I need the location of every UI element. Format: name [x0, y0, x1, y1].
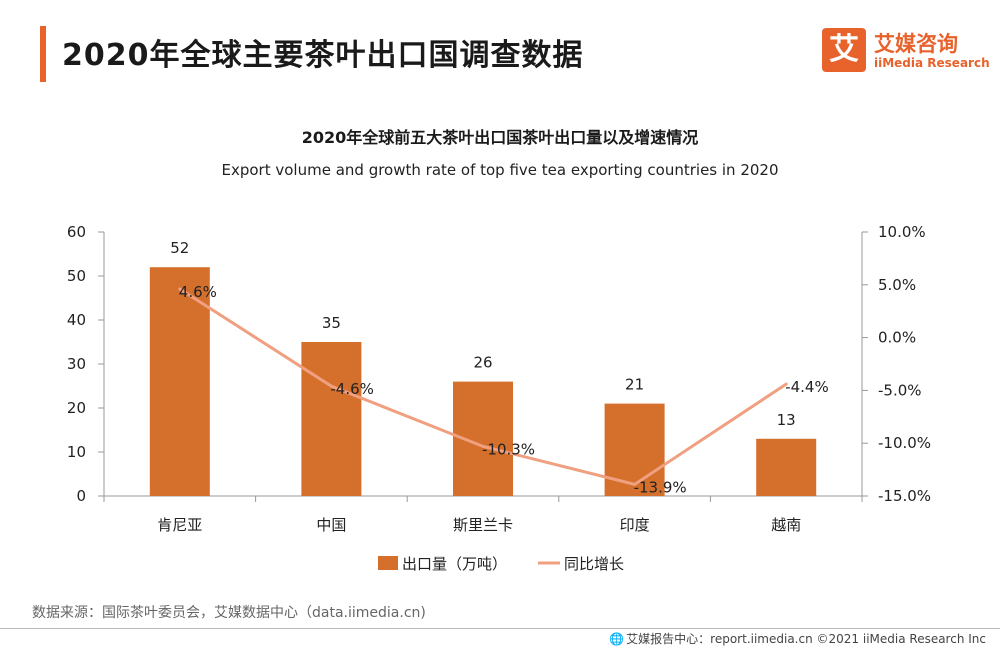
footer-divider	[0, 628, 1000, 629]
footer-credits: 🌐 艾媒报告中心：report.iimedia.cn ©2021 iiMedia …	[609, 630, 986, 647]
chart-title: 2020年全球前五大茶叶出口国茶叶出口量以及增速情况	[301, 128, 699, 147]
bar-export-volume	[756, 438, 817, 496]
legend-label-growth-rate: 同比增长	[564, 555, 624, 573]
growth-rate-point	[481, 444, 485, 448]
y-right-tick-label: 10.0%	[878, 223, 926, 241]
bar-value-label: 13	[777, 411, 796, 429]
bar-value-label: 35	[322, 314, 341, 332]
y-left-tick-label: 0	[76, 487, 86, 505]
y-left-tick-label: 40	[67, 311, 86, 329]
bar-value-label: 52	[170, 239, 189, 257]
logo-mark: 艾	[822, 28, 866, 72]
x-category-label: 肯尼亚	[157, 516, 202, 534]
y-left-tick-label: 30	[67, 355, 86, 373]
legend-swatch-export-volume	[378, 556, 398, 570]
y-right-tick-label: -15.0%	[878, 487, 931, 505]
growth-rate-point	[633, 482, 637, 486]
bar-export-volume	[149, 267, 210, 496]
page-title: 2020年全球主要茶叶出口国调查数据	[62, 38, 584, 73]
growth-rate-point	[178, 287, 182, 291]
growth-rate-point	[784, 382, 788, 386]
growth-rate-point	[329, 384, 333, 388]
combo-chart: 0 10 20 30 40 50 60 -15.0% -10.0% -5.0% 0.0% 5.0% 10…	[67, 223, 931, 573]
y-left-tick-label: 60	[67, 223, 86, 241]
footer-report-text: 艾媒报告中心：report.iimedia.cn ©2021 iiMedia R…	[626, 632, 986, 646]
logo-text-cn: 艾媒咨询	[874, 32, 958, 56]
x-category-label: 印度	[620, 516, 650, 534]
y-right-tick-label: 0.0%	[878, 329, 916, 347]
y-right-tick-label: -10.0%	[878, 434, 931, 452]
x-category-label: 越南	[771, 516, 801, 534]
x-category-label: 中国	[316, 516, 346, 534]
chart-subtitle: Export volume and growth rate of top fiv…	[221, 161, 779, 179]
bar-export-volume	[301, 342, 362, 496]
growth-rate-label: -10.3%	[482, 440, 535, 458]
data-source-note: 数据来源：国际茶叶委员会，艾媒数据中心（data.iimedia.cn)	[32, 605, 426, 621]
x-category-label: 斯里兰卡	[453, 516, 513, 534]
globe-icon: 🌐	[609, 632, 625, 646]
legend-label-export-volume: 出口量（万吨）	[402, 555, 507, 573]
growth-rate-label: -4.6%	[330, 380, 374, 398]
logo-text-en: iiMedia Research	[874, 56, 990, 70]
y-left-tick-label: 10	[67, 443, 86, 461]
bar-value-label: 21	[625, 376, 644, 394]
bar-value-label: 26	[473, 354, 492, 372]
y-left-tick-label: 20	[67, 399, 86, 417]
y-right-tick-label: -5.0%	[878, 381, 922, 399]
title-accent-bar	[40, 26, 46, 82]
y-right-tick-label: 5.0%	[878, 276, 916, 294]
growth-rate-label: -4.4%	[785, 378, 829, 396]
y-left-tick-label: 50	[67, 267, 86, 285]
growth-rate-label: 4.6%	[179, 283, 217, 301]
iimedia-logo: 艾 艾媒咨询 iiMedia Research	[822, 26, 990, 76]
growth-rate-label: -13.9%	[634, 478, 687, 496]
